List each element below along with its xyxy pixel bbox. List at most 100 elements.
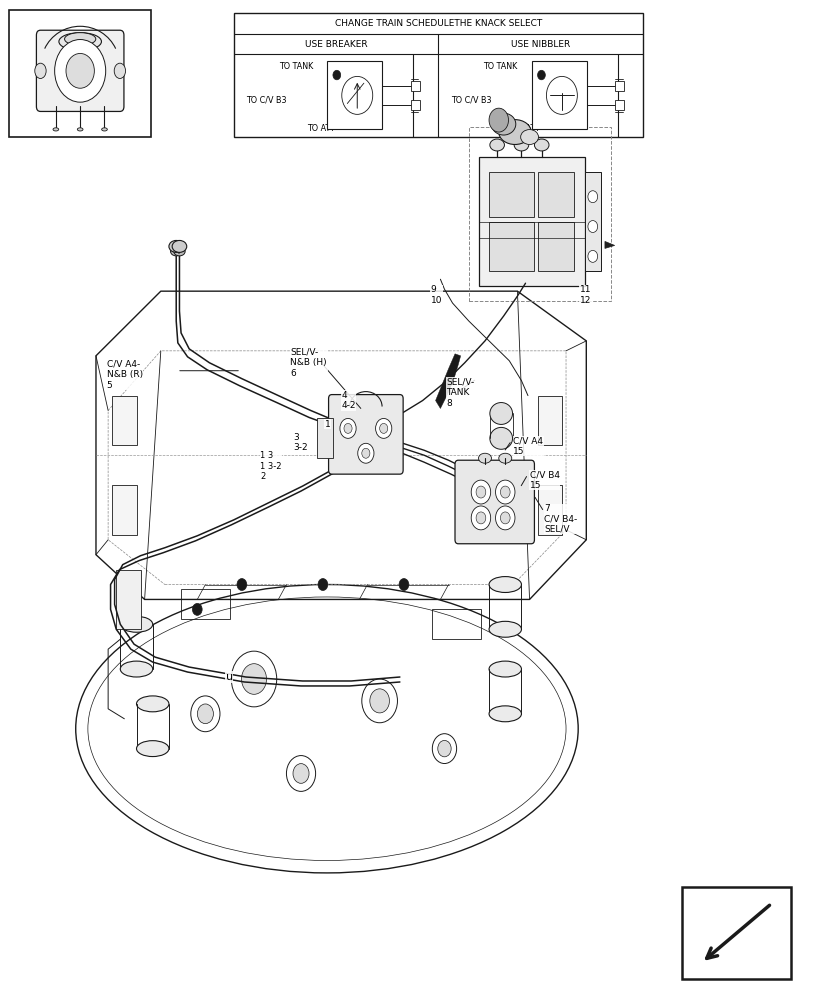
Ellipse shape: [489, 706, 521, 722]
Bar: [538, 172, 574, 217]
Bar: [489, 172, 534, 217]
Circle shape: [318, 579, 328, 590]
Circle shape: [357, 443, 374, 463]
Ellipse shape: [534, 139, 549, 151]
Ellipse shape: [489, 621, 521, 637]
Circle shape: [495, 506, 515, 530]
Bar: [410, 81, 419, 91]
Text: CHANGE TRAIN SCHEDULETHE KNACK SELECT: CHANGE TRAIN SCHEDULETHE KNACK SELECT: [335, 19, 542, 28]
Circle shape: [476, 486, 486, 498]
Ellipse shape: [136, 696, 169, 712]
Bar: [538, 396, 562, 445]
Circle shape: [286, 756, 316, 791]
Ellipse shape: [478, 453, 491, 463]
Circle shape: [379, 423, 388, 433]
Bar: [327, 61, 382, 129]
Ellipse shape: [114, 63, 126, 78]
Text: C/V A4
15: C/V A4 15: [513, 437, 543, 456]
Circle shape: [375, 418, 392, 438]
Circle shape: [399, 579, 409, 590]
Ellipse shape: [169, 240, 184, 252]
Bar: [468, 127, 610, 301]
Bar: [233, 13, 643, 137]
Text: 9
10: 9 10: [431, 285, 442, 305]
Bar: [112, 485, 136, 535]
FancyBboxPatch shape: [37, 30, 124, 111]
Circle shape: [588, 191, 597, 203]
Ellipse shape: [102, 128, 108, 131]
Text: 1: 1: [325, 420, 330, 429]
FancyBboxPatch shape: [329, 395, 403, 474]
Text: TO C/V B3: TO C/V B3: [450, 96, 491, 105]
Circle shape: [471, 506, 490, 530]
Polygon shape: [605, 241, 614, 248]
Bar: [531, 61, 587, 129]
Text: USE BREAKER: USE BREAKER: [304, 40, 367, 49]
Circle shape: [361, 448, 370, 458]
Bar: [538, 222, 574, 271]
Circle shape: [437, 740, 451, 757]
Bar: [489, 222, 534, 271]
Ellipse shape: [59, 33, 101, 50]
Circle shape: [66, 53, 95, 88]
Circle shape: [237, 579, 246, 590]
Text: 3
3-2: 3 3-2: [293, 433, 308, 452]
Text: SEL/V-
TANK
8: SEL/V- TANK 8: [446, 378, 474, 408]
Bar: [112, 396, 136, 445]
Circle shape: [55, 40, 106, 102]
Text: C/V A4-
N&B (R)
5: C/V A4- N&B (R) 5: [107, 360, 143, 390]
Polygon shape: [436, 354, 461, 409]
Ellipse shape: [171, 247, 182, 256]
Text: C/V B4
15: C/V B4 15: [530, 470, 560, 490]
Bar: [682, 887, 792, 979]
Ellipse shape: [172, 240, 187, 252]
Circle shape: [242, 664, 267, 694]
Ellipse shape: [174, 247, 185, 256]
Circle shape: [471, 480, 490, 504]
Text: 1 3
1 3-2
2: 1 3 1 3-2 2: [260, 451, 282, 481]
Ellipse shape: [64, 33, 95, 45]
Circle shape: [342, 76, 373, 114]
Bar: [9, 10, 151, 137]
Ellipse shape: [120, 616, 153, 632]
Circle shape: [538, 70, 545, 80]
Text: u: u: [226, 672, 233, 682]
Bar: [116, 570, 140, 629]
Ellipse shape: [489, 661, 521, 677]
Ellipse shape: [521, 130, 539, 144]
Text: TO TANK: TO TANK: [483, 62, 517, 71]
Circle shape: [344, 423, 352, 433]
Bar: [615, 81, 624, 91]
Ellipse shape: [489, 577, 521, 592]
Circle shape: [500, 486, 510, 498]
Ellipse shape: [120, 661, 153, 677]
Circle shape: [361, 679, 397, 723]
Circle shape: [547, 76, 578, 114]
Text: 4
4-2: 4 4-2: [342, 391, 356, 410]
Circle shape: [489, 108, 508, 132]
Text: USE NIBBLER: USE NIBBLER: [511, 40, 570, 49]
Ellipse shape: [514, 139, 529, 151]
Circle shape: [333, 70, 340, 80]
Ellipse shape: [35, 63, 47, 78]
Circle shape: [500, 512, 510, 524]
Ellipse shape: [491, 113, 516, 135]
Bar: [479, 157, 585, 286]
Circle shape: [193, 603, 202, 615]
Ellipse shape: [490, 403, 512, 424]
Bar: [410, 100, 419, 110]
Text: TO TANK: TO TANK: [279, 62, 313, 71]
Circle shape: [588, 250, 597, 262]
Ellipse shape: [78, 128, 83, 131]
Circle shape: [231, 651, 277, 707]
Circle shape: [191, 696, 220, 732]
Text: TO ATT: TO ATT: [308, 124, 335, 133]
Ellipse shape: [499, 120, 531, 144]
Text: 7
C/V B4-
SEL/V: 7 C/V B4- SEL/V: [544, 504, 578, 534]
Circle shape: [197, 704, 214, 724]
Bar: [181, 589, 229, 619]
Bar: [317, 418, 334, 458]
Bar: [432, 609, 481, 639]
Circle shape: [370, 689, 389, 713]
Circle shape: [432, 734, 457, 764]
